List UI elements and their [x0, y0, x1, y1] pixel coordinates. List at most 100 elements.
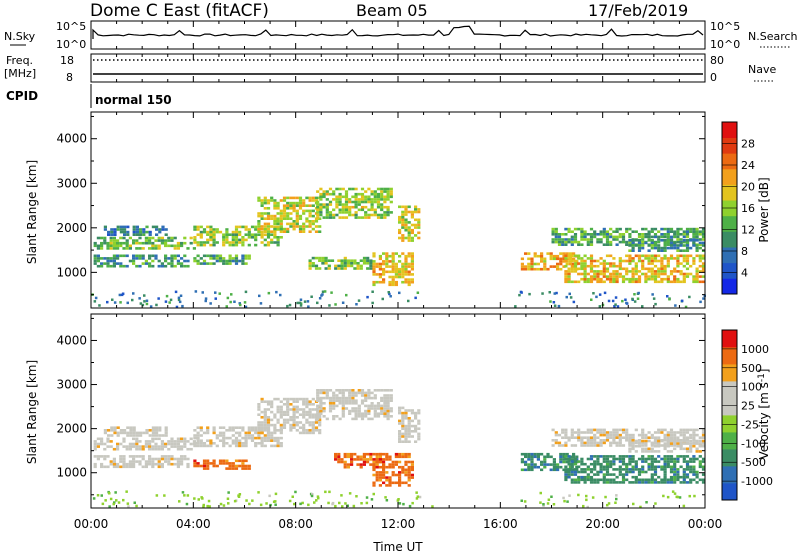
echo-cell [702, 297, 705, 300]
echo-cell [552, 503, 556, 506]
echo-cell [260, 439, 264, 442]
echo-cell [567, 254, 571, 258]
echo-cell [206, 262, 210, 265]
echo-cell [641, 267, 645, 271]
echo-cell [565, 295, 568, 299]
echo-cell [332, 391, 336, 395]
echo-cell [567, 462, 571, 466]
echo-cell [286, 212, 290, 215]
echo-cell [650, 450, 654, 453]
echo-cell [695, 277, 699, 281]
echo-cell [676, 277, 680, 281]
echo-cell [618, 433, 622, 437]
echo-cell [621, 431, 626, 434]
echo-cell [372, 460, 376, 464]
echo-cell [108, 492, 111, 495]
echo-cell [628, 460, 632, 463]
x-tick-label: 00:00 [688, 517, 723, 531]
echo-cell [247, 228, 251, 231]
echo-cell [308, 199, 312, 202]
echo-cell [666, 239, 670, 242]
echo-cell [106, 440, 110, 443]
echo-cell [206, 462, 210, 465]
echo-cell [605, 431, 610, 434]
echo-cell [679, 465, 683, 469]
echo-cell [270, 410, 274, 414]
echo-cell [305, 421, 309, 424]
echo-cell [586, 444, 590, 447]
echo-cell [524, 455, 528, 459]
echo-cell [567, 227, 571, 231]
echo-cell [209, 302, 212, 305]
echo-cell [193, 459, 197, 463]
echo-cell [164, 254, 168, 258]
echo-cell [583, 444, 587, 447]
echo-cell [250, 429, 255, 432]
echo-cell [231, 464, 235, 468]
echo-cell [401, 481, 405, 485]
echo-cell [641, 457, 645, 461]
echo-cell [122, 462, 126, 466]
echo-cell [401, 427, 405, 430]
echo-cell [685, 473, 690, 476]
echo-cell [263, 436, 267, 440]
echo-cell [144, 442, 148, 446]
echo-cell [328, 407, 333, 410]
echo-cell [572, 257, 576, 261]
echo-cell [628, 277, 632, 281]
echo-cell [641, 433, 645, 437]
echo-cell [410, 435, 414, 438]
echo-cell [599, 277, 603, 281]
echo-cell [353, 452, 357, 456]
echo-cell [410, 280, 414, 284]
echo-cell [93, 465, 97, 469]
echo-cell [199, 262, 203, 265]
echo-cell [93, 445, 97, 448]
echo-cell [577, 478, 581, 482]
echo-cell [344, 190, 349, 193]
echo-cell [279, 444, 283, 448]
echo-cell [401, 252, 405, 255]
echo-cell [552, 463, 556, 466]
echo-cell [615, 468, 619, 471]
echo-cell [673, 241, 677, 245]
echo-cell [325, 417, 329, 421]
echo-cell [128, 442, 132, 446]
echo-cell [185, 502, 189, 506]
echo-cell [225, 236, 229, 239]
echo-cell [634, 478, 638, 482]
echo-cell [634, 475, 638, 479]
echo-cell [266, 241, 271, 244]
echo-cell [599, 439, 603, 442]
echo-cell [305, 397, 309, 401]
echo-cell [660, 227, 664, 231]
echo-cell [308, 214, 312, 218]
echo-cell [193, 497, 196, 500]
echo-cell [573, 436, 578, 439]
echo-cell [621, 460, 626, 463]
echo-cell [373, 396, 377, 400]
echo-cell [637, 246, 642, 250]
echo-cell [370, 404, 374, 408]
echo-cell [698, 455, 702, 458]
echo-cell [238, 259, 242, 263]
echo-cell [338, 417, 342, 421]
echo-cell [563, 499, 566, 503]
echo-cell [669, 450, 674, 453]
echo-cell [549, 455, 553, 459]
echo-cell [279, 209, 283, 213]
echo-cell [225, 230, 229, 234]
echo-cell [366, 262, 370, 265]
echo-cell [520, 257, 524, 261]
echo-cell [698, 280, 702, 284]
echo-cell [647, 462, 651, 466]
echo-cell [663, 478, 667, 482]
echo-cell [357, 415, 361, 418]
echo-cell [398, 478, 402, 482]
echo-cell [685, 442, 690, 445]
echo-cell [319, 402, 323, 405]
echo-cell [350, 455, 354, 459]
echo-cell [206, 254, 210, 258]
echo-cell [410, 278, 414, 281]
